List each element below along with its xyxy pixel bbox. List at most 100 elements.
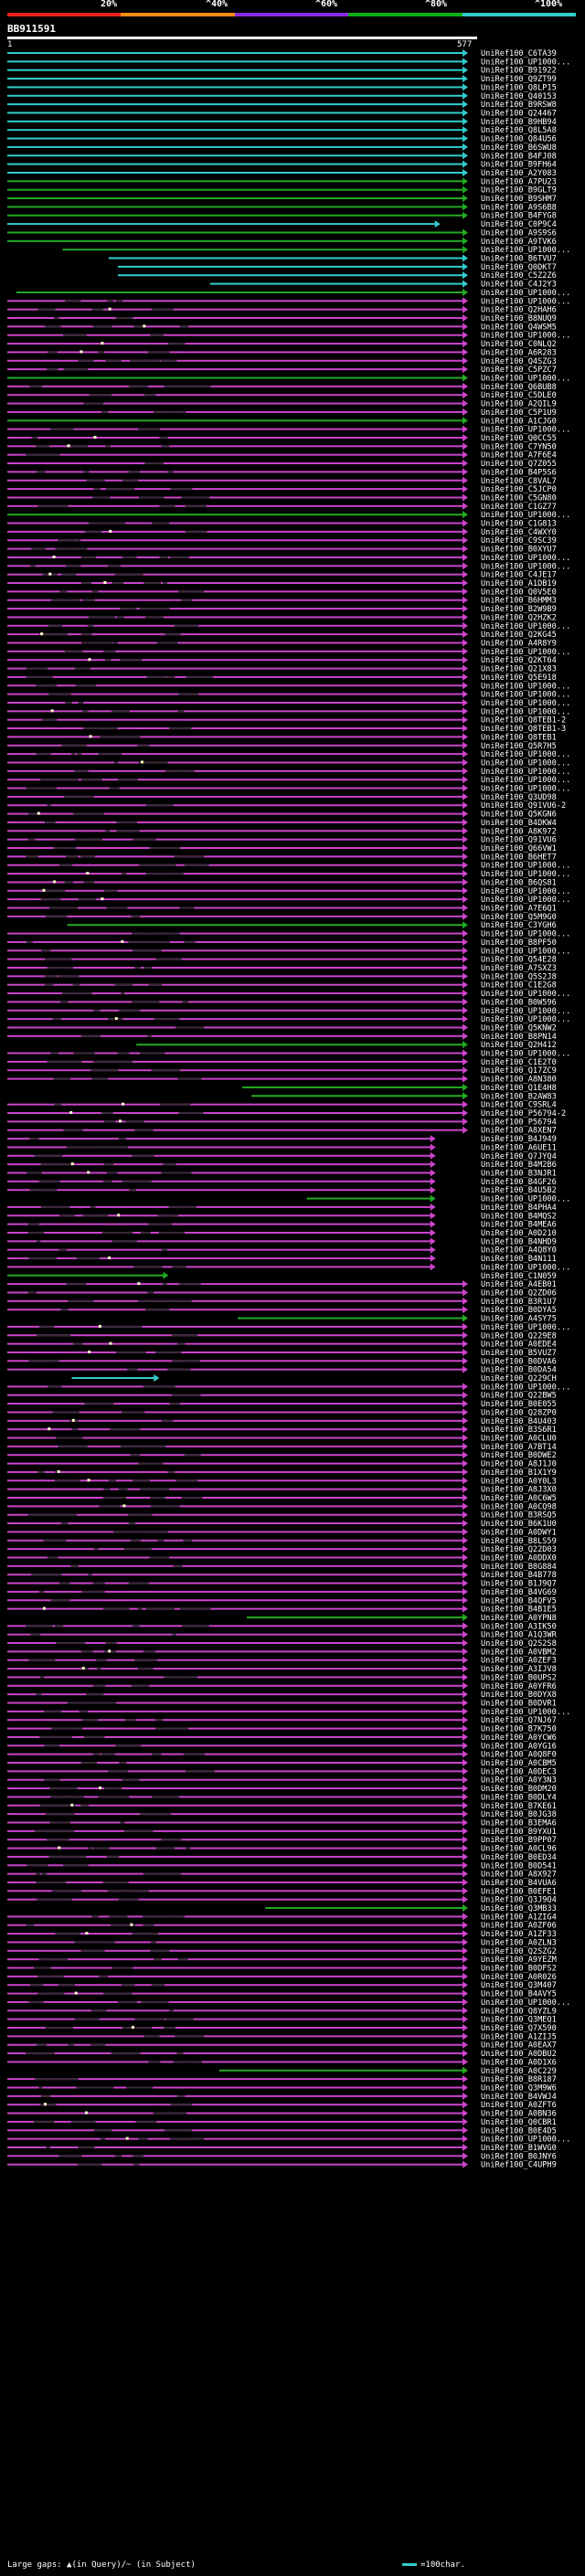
- hit-label[interactable]: UniRef100_Q2KT64: [481, 656, 557, 665]
- hit-row[interactable]: UniRef100_B8G884: [7, 1562, 557, 1572]
- hit-label[interactable]: UniRef100_A1ZF33: [481, 1930, 557, 1939]
- hit-label[interactable]: UniRef100_Q4WSM5: [481, 323, 557, 332]
- hit-label[interactable]: UniRef100_Q3M407: [481, 1981, 557, 1990]
- hit-label[interactable]: UniRef100_A7PU23: [481, 177, 557, 186]
- hit-row[interactable]: UniRef100_UP1000...: [62, 246, 570, 255]
- hit-row[interactable]: UniRef100_A0CL96: [7, 1844, 557, 1854]
- hit-row[interactable]: UniRef100_A0ZLN3: [7, 1938, 557, 1947]
- hit-label[interactable]: UniRef100_UP1000...: [481, 554, 570, 563]
- hit-row[interactable]: UniRef100_UP1000...: [7, 1707, 570, 1717]
- hit-label[interactable]: UniRef100_Q22BW5: [481, 1392, 557, 1401]
- hit-row[interactable]: UniRef100_B91922: [7, 66, 557, 76]
- hit-label[interactable]: UniRef100_Q2H412: [481, 1041, 557, 1050]
- hit-row[interactable]: UniRef100_Q7JYQ4: [7, 1151, 557, 1161]
- hit-label[interactable]: UniRef100_B6K1U0: [481, 1520, 557, 1529]
- hit-label[interactable]: UniRef100_UP1000...: [481, 870, 570, 879]
- hit-label[interactable]: UniRef100_A7SXZ3: [481, 964, 557, 973]
- hit-row[interactable]: UniRef100_Q54E28: [7, 955, 557, 965]
- hit-label[interactable]: UniRef100_A4R8Y9: [481, 639, 557, 648]
- hit-row[interactable]: UniRef100_B4PHA4: [7, 1203, 557, 1213]
- hit-label[interactable]: UniRef100_UP1000...: [481, 896, 570, 905]
- hit-row[interactable]: UniRef100_C5GN80: [7, 493, 557, 503]
- hit-label[interactable]: UniRef100_B0JG38: [481, 1810, 557, 1819]
- hit-row[interactable]: UniRef100_Q24467: [7, 109, 557, 118]
- hit-label[interactable]: UniRef100_C5Z2Z6: [481, 271, 557, 281]
- hit-row[interactable]: UniRef100_A7SXZ3: [7, 963, 557, 973]
- hit-label[interactable]: UniRef100_B2W9B9: [481, 605, 557, 614]
- hit-label[interactable]: UniRef100_A0D210: [481, 1229, 557, 1238]
- hit-label[interactable]: UniRef100_A0VBM2: [481, 1648, 557, 1657]
- hit-label[interactable]: UniRef100_Q8L5A8: [481, 126, 557, 135]
- hit-row[interactable]: UniRef100_Q2S2S8: [7, 1639, 557, 1648]
- hit-label[interactable]: UniRef100_Q7Z055: [481, 460, 557, 469]
- hit-row[interactable]: UniRef100_A8J3X0: [7, 1485, 557, 1495]
- hit-label[interactable]: UniRef100_B9HB94: [481, 118, 557, 127]
- hit-row[interactable]: UniRef100_B0DYA5: [7, 1306, 557, 1315]
- hit-row[interactable]: UniRef100_UP1000...: [7, 1383, 570, 1392]
- hit-label[interactable]: UniRef100_A0CLU0: [481, 1435, 557, 1444]
- hit-row[interactable]: UniRef100_Q0CBR1: [7, 2117, 557, 2127]
- hit-label[interactable]: UniRef100_A1ZIJ5: [481, 2032, 557, 2041]
- hit-label[interactable]: UniRef100_UP1000...: [481, 699, 570, 708]
- hit-label[interactable]: UniRef100_B1WVG0: [481, 2144, 557, 2153]
- hit-label[interactable]: UniRef100_B0XYU7: [481, 546, 557, 555]
- hit-row[interactable]: UniRef100_A1ZIJ5: [7, 2032, 557, 2041]
- hit-row[interactable]: UniRef100_A0R026: [7, 1972, 557, 1982]
- hit-row[interactable]: UniRef100_C5JCP0: [7, 485, 557, 494]
- hit-label[interactable]: UniRef100_B9FH64: [481, 161, 557, 170]
- hit-row[interactable]: UniRef100_UP1000...: [7, 562, 570, 571]
- hit-label[interactable]: UniRef100_B3RSQ5: [481, 1511, 557, 1521]
- hit-row[interactable]: UniRef100_B0DWE2: [7, 1451, 557, 1460]
- hit-label[interactable]: UniRef100_A0CBM5: [481, 1759, 557, 1768]
- hit-label[interactable]: UniRef100_C9SC39: [481, 536, 557, 546]
- hit-row[interactable]: UniRef100_A8XEN7: [7, 1126, 557, 1136]
- hit-label[interactable]: UniRef100_A8K972: [481, 827, 557, 836]
- hit-label[interactable]: UniRef100_B0D541: [481, 1861, 557, 1871]
- hit-label[interactable]: UniRef100_B4M2B6: [481, 1161, 557, 1170]
- hit-row[interactable]: UniRef100_B0W596: [7, 998, 557, 1007]
- hit-row[interactable]: UniRef100_C4UPH9: [7, 2160, 557, 2170]
- hit-row[interactable]: UniRef100_A9YEZM: [7, 1956, 557, 1965]
- hit-row[interactable]: UniRef100_B9HB94: [7, 117, 557, 127]
- hit-label[interactable]: UniRef100_C1E2T0: [481, 1058, 557, 1067]
- hit-row[interactable]: UniRef100_UP1000...: [7, 750, 570, 759]
- hit-row[interactable]: UniRef100_A0DEC3: [7, 1767, 557, 1776]
- hit-row[interactable]: UniRef100_UP1000...: [7, 930, 570, 939]
- hit-label[interactable]: UniRef100_Q21X83: [481, 665, 557, 674]
- hit-label[interactable]: UniRef100_B9PP07: [481, 1836, 557, 1845]
- hit-row[interactable]: UniRef100_A1ZF33: [7, 1930, 557, 1939]
- hit-label[interactable]: UniRef100_Q91VU6: [481, 836, 557, 845]
- hit-label[interactable]: UniRef100_B3R1U7: [481, 1298, 557, 1307]
- hit-label[interactable]: UniRef100_B9YXU1: [481, 1828, 557, 1837]
- hit-row[interactable]: UniRef100_UP1000...: [7, 2135, 570, 2145]
- hit-label[interactable]: UniRef100_A6UE11: [481, 1143, 557, 1152]
- hit-label[interactable]: UniRef100_A7BT14: [481, 1443, 557, 1452]
- hit-label[interactable]: UniRef100_B91922: [481, 67, 557, 76]
- hit-label[interactable]: UniRef100_A2Y083: [481, 169, 557, 178]
- hit-row[interactable]: UniRef100_B4FJ08: [7, 152, 557, 161]
- hit-label[interactable]: UniRef100_A3IK50: [481, 1622, 557, 1631]
- hit-row[interactable]: UniRef100_Q21X83: [7, 664, 557, 674]
- hit-label[interactable]: UniRef100_B4QFV5: [481, 1596, 557, 1606]
- hit-row[interactable]: UniRef100_C6TA39: [7, 49, 557, 58]
- hit-row[interactable]: UniRef100_A0Y0L3: [7, 1477, 557, 1486]
- hit-label[interactable]: UniRef100_B0DFS2: [481, 1965, 557, 1974]
- hit-label[interactable]: UniRef100_Q3UD98: [481, 793, 557, 802]
- hit-row[interactable]: UniRef100_A0EAX7: [7, 2041, 557, 2051]
- hit-label[interactable]: UniRef100_A0YG16: [481, 1742, 557, 1751]
- hit-label[interactable]: UniRef100_C0NLQ2: [481, 340, 557, 349]
- hit-row[interactable]: UniRef100_B1X1Y9: [7, 1468, 557, 1478]
- hit-label[interactable]: UniRef100_UP1000...: [481, 2136, 570, 2145]
- hit-row[interactable]: UniRef100_Q4WSM5: [7, 323, 557, 332]
- hit-label[interactable]: UniRef100_Q4SZG3: [481, 357, 557, 366]
- hit-label[interactable]: UniRef100_UP1000...: [481, 332, 570, 341]
- hit-label[interactable]: UniRef100_A0ZEF3: [481, 1657, 557, 1666]
- hit-row[interactable]: UniRef100_B9PP07: [7, 1836, 557, 1845]
- hit-label[interactable]: UniRef100_A7F6E4: [481, 451, 557, 461]
- hit-row[interactable]: UniRef100_C5Z2Z6: [117, 271, 557, 281]
- hit-label[interactable]: UniRef100_C3YGH6: [481, 921, 557, 930]
- hit-label[interactable]: UniRef100_Q1E4H8: [481, 1084, 557, 1093]
- hit-row[interactable]: UniRef100_Q1E4H8: [242, 1083, 557, 1093]
- hit-label[interactable]: UniRef100_B4VWJ4: [481, 2093, 557, 2102]
- hit-label[interactable]: UniRef100_A4Q8Y0: [481, 1246, 557, 1256]
